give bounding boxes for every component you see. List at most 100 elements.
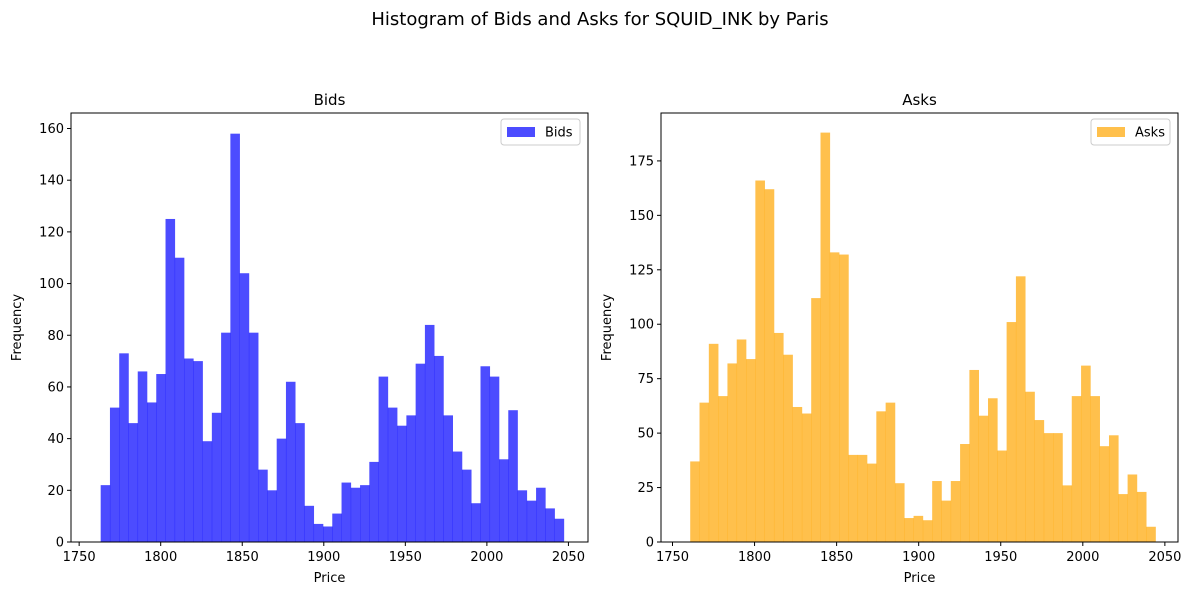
histogram-bar [960, 444, 970, 542]
histogram-bar [109, 407, 120, 542]
x-tick-label: 1850 [820, 550, 853, 565]
histogram-bar [276, 438, 287, 542]
histogram-bar [193, 361, 203, 542]
histogram-bar [332, 513, 342, 542]
y-tick-label: 0 [56, 536, 64, 551]
histogram-bar [480, 366, 491, 542]
histogram-bar [147, 402, 157, 542]
legend-swatch [1097, 127, 1125, 137]
panel-asks: 1750 1800 1850 1900 1950 2000 2050 0 25 50 75 100 12… [600, 91, 1181, 586]
histogram-bar [378, 376, 389, 542]
x-tick-label: 1900 [902, 550, 935, 565]
y-tick-label: 80 [47, 329, 64, 344]
histogram-bar [202, 441, 213, 542]
histogram-bar [1099, 446, 1110, 542]
histogram-bar [499, 459, 509, 542]
histogram-bar [211, 412, 222, 542]
histogram-bar [978, 415, 989, 542]
legend-label: Bids [545, 126, 573, 141]
x-tick-label: 1800 [144, 550, 177, 565]
histogram-bar [461, 469, 472, 542]
x-tick-label: 1750 [63, 550, 96, 565]
histogram-bar [1071, 396, 1082, 542]
histogram-bar [746, 359, 756, 542]
histogram-bar [184, 358, 194, 542]
histogram-bar [997, 450, 1007, 542]
histogram-bar [885, 402, 896, 542]
histogram-bar [867, 463, 877, 542]
histogram-bar [406, 415, 416, 542]
histogram-bar [876, 411, 886, 542]
histogram-bar [526, 500, 537, 542]
subplot-title: Asks [902, 91, 937, 109]
histogram-bar [699, 402, 710, 542]
x-axis-label: Price [904, 571, 936, 586]
histogram-bar [545, 508, 555, 542]
x-tick-label: 2000 [1066, 550, 1099, 565]
histogram-bar [415, 363, 426, 542]
y-tick-label: 175 [629, 154, 654, 169]
histogram-bar [221, 332, 231, 542]
histogram-bar [508, 410, 518, 542]
histogram-bar [1081, 365, 1091, 542]
histogram-bar [792, 406, 803, 542]
y-tick-label: 100 [629, 318, 654, 333]
y-tick-label: 20 [47, 484, 64, 499]
histogram-bar [848, 454, 859, 542]
histogram-bar [820, 132, 831, 542]
histogram-bar [1136, 491, 1147, 542]
histogram-bar [397, 425, 407, 542]
histogram-bar [950, 481, 961, 542]
x-tick-label: 1800 [738, 550, 771, 565]
histogram-bar [341, 482, 352, 542]
histogram-bar [1006, 322, 1017, 542]
y-tick-label: 25 [637, 481, 654, 496]
histogram-bar [969, 369, 979, 542]
y-tick-label: 0 [646, 536, 654, 551]
legend-box [1090, 118, 1171, 146]
y-tick-label: 60 [47, 380, 64, 395]
x-tick-label: 1750 [656, 550, 689, 565]
histogram-bar [452, 451, 463, 542]
histogram-bar [755, 180, 765, 542]
histogram-bar [773, 332, 784, 542]
histogram-bar [230, 133, 240, 543]
histogram-bar [764, 189, 775, 542]
histogram-bar [489, 376, 500, 542]
panel-bids: 1750 1800 1850 1900 1950 2000 2050 0 20 40 60 80 100… [10, 91, 589, 586]
histogram-bar [1146, 526, 1156, 542]
histogram-bar [471, 503, 481, 542]
y-axis-label: Frequency [10, 294, 25, 361]
histogram-bar [988, 398, 998, 542]
histogram-bar [708, 343, 719, 542]
histogram-bar [690, 461, 700, 542]
histogram-bar [811, 298, 821, 542]
histogram-bar [267, 490, 277, 542]
histogram-bar [783, 354, 793, 542]
histogram-bar [1090, 396, 1100, 542]
histogram-bar [829, 252, 840, 542]
histogram-bar [304, 505, 315, 542]
histogram-bar [295, 423, 305, 542]
histogram-bar [801, 413, 812, 542]
histogram-bar [119, 353, 129, 542]
histogram-bar [554, 518, 565, 542]
y-tick-label: 100 [39, 277, 64, 292]
histogram-bar [313, 523, 324, 542]
x-tick-label: 2050 [552, 550, 585, 565]
histogram-bar [137, 371, 148, 542]
histogram-bar [1108, 435, 1119, 542]
histogram-bar [536, 487, 546, 542]
histogram-bar [360, 485, 370, 542]
histogram-bar [369, 461, 379, 542]
histogram-bar [285, 381, 296, 542]
x-tick-label: 2000 [470, 550, 503, 565]
y-tick-label: 50 [637, 427, 654, 442]
histogram-bar [165, 218, 176, 542]
histogram-bar [258, 469, 268, 542]
histogram-bar [1025, 391, 1035, 542]
histogram-bar [904, 518, 914, 542]
subplot-title: Bids [314, 91, 346, 109]
histogram-bar [443, 415, 453, 542]
